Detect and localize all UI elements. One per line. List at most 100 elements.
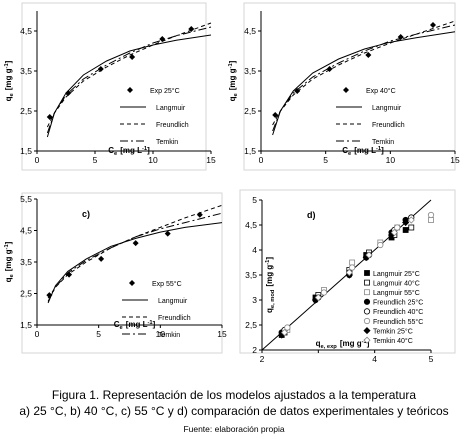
exp-point xyxy=(326,66,333,72)
x-tick-label: 0 xyxy=(35,329,40,339)
y-tick-label: 3,5 xyxy=(20,257,32,267)
series-line-temkin xyxy=(46,26,212,134)
y-tick-label: 2 xyxy=(252,345,257,355)
y-tick-label: 2,5 xyxy=(245,320,257,330)
y-tick-label: 3,5 xyxy=(245,270,257,280)
y-tick-label: 3,5 xyxy=(20,66,32,76)
panel-label: c) xyxy=(82,209,90,219)
series-line-freundlich xyxy=(47,204,223,299)
legend: Exp 25°C Langmuir Freundlich Temkin xyxy=(120,87,189,146)
data-point xyxy=(345,268,353,277)
x-tick-label: 4 xyxy=(372,354,377,364)
y-tick-label: 1,5 xyxy=(20,146,32,156)
legend-label: Freundlich xyxy=(158,315,191,322)
legend-marker-exp xyxy=(129,280,135,286)
data-point xyxy=(349,264,356,271)
y-tick-label: 3,5 xyxy=(244,66,256,76)
exp-point xyxy=(132,240,139,247)
legend-marker xyxy=(364,279,370,286)
exp-point xyxy=(272,112,279,118)
y-axis-title: qe, mod[mg g-1] xyxy=(265,257,276,313)
series-line-freundlich xyxy=(272,20,456,126)
exp-point xyxy=(97,66,104,72)
series-line-langmuir xyxy=(47,222,223,304)
y-tick-label: 5 xyxy=(252,195,257,205)
chart-panel-b: 1,5 2,5 3,5 4,5 0 5 10 15 Ce [mg L-1] qe[mg g-1] Ex… xyxy=(228,2,460,171)
data-point xyxy=(407,216,415,224)
x-tick-label: 5 xyxy=(429,354,434,364)
legend-label: Temkin xyxy=(372,139,394,146)
legend: Exp 40°C Langmuir Freundlich Temkin xyxy=(336,87,405,146)
data-point xyxy=(377,241,384,249)
legend-label: Langmuir xyxy=(158,298,188,305)
panel-frame xyxy=(243,2,456,171)
legend-marker xyxy=(363,336,371,344)
legend-marker xyxy=(363,317,371,325)
x-tick-label: 5 xyxy=(323,155,328,165)
legend-label: Freundlich xyxy=(156,122,189,129)
exp-point xyxy=(164,230,171,237)
exp-point xyxy=(46,114,53,120)
data-point xyxy=(427,211,435,219)
exp-point xyxy=(159,36,166,42)
y-tick-label: 2,5 xyxy=(20,106,32,116)
x-tick-label: 10 xyxy=(156,329,166,339)
panel-frame xyxy=(21,192,223,354)
y-tick-label: 4,5 xyxy=(20,26,32,36)
y-tick-label: 4,5 xyxy=(244,26,256,36)
legend-label: Temkin 25°C xyxy=(373,327,413,335)
x-axis-title: Ce [mg L-1] xyxy=(342,146,384,157)
y-tick-label: 3 xyxy=(252,295,257,305)
data-point xyxy=(284,324,291,331)
x-tick-label: 5 xyxy=(96,329,101,339)
y-tick-label: 2,5 xyxy=(20,289,32,299)
legend-label: Freundlich 55°C xyxy=(373,318,423,326)
series-line-langmuir xyxy=(272,31,456,136)
legend-marker xyxy=(364,289,370,296)
y-tick-label: 4,5 xyxy=(245,220,257,230)
x-tick-label: 0 xyxy=(259,155,264,165)
legend-label: Temkin 40°C xyxy=(373,337,413,345)
y-tick-label: 1,5 xyxy=(20,320,32,330)
x-tick-label: 15 xyxy=(206,155,216,165)
series-line-temkin xyxy=(272,24,456,132)
y-axis-title: qe[mg g-1] xyxy=(228,60,239,101)
legend-label: Langmuir xyxy=(372,105,402,112)
figure-source: Fuente: elaboración propia xyxy=(183,424,285,434)
legend-label: Temkin xyxy=(158,332,180,339)
exp-point xyxy=(129,54,136,60)
legend: Exp 55°C Langmuir Freundlich Temkin xyxy=(122,280,191,339)
figure-caption-line1: Figura 1. Representación de los modelos … xyxy=(51,388,417,402)
exp-point xyxy=(65,90,72,96)
legend-label: Langmuir 25°C xyxy=(373,270,420,278)
legend-marker xyxy=(364,270,370,276)
chart-panel-d: 2 2,5 3 3,5 4 4,5 5 2 4 5 qe, exp [mg g-1] qe, mod[m… xyxy=(239,189,456,364)
exp-point xyxy=(196,211,203,218)
data-point xyxy=(402,227,409,233)
legend-marker-exp xyxy=(127,87,133,93)
data-point xyxy=(428,217,434,223)
legend-label: Langmuir 40°C xyxy=(373,279,420,287)
y-tick-label: 2,5 xyxy=(244,106,256,116)
exp-point xyxy=(188,26,195,32)
data-point xyxy=(280,328,289,337)
data-point xyxy=(402,218,410,227)
legend-marker xyxy=(363,327,371,335)
figure-caption-line2: a) 25 °C, b) 40 °C, c) 55 °C y d) compar… xyxy=(19,404,449,418)
data-point xyxy=(394,224,401,231)
data-point xyxy=(320,289,328,296)
x-tick-label: 15 xyxy=(450,155,460,165)
x-tick-label: 10 xyxy=(386,155,396,165)
x-tick-label: 2 xyxy=(260,354,265,364)
data-point xyxy=(408,224,415,231)
exp-point xyxy=(397,34,404,40)
y-tick-label: 5,5 xyxy=(20,194,32,204)
x-tick-label: 15 xyxy=(217,329,227,339)
x-tick-label: 0 xyxy=(35,155,40,165)
series-line-temkin xyxy=(47,212,223,302)
y-tick-label: 4 xyxy=(252,245,257,255)
data-point xyxy=(314,293,322,302)
panel-label: d) xyxy=(307,210,316,220)
